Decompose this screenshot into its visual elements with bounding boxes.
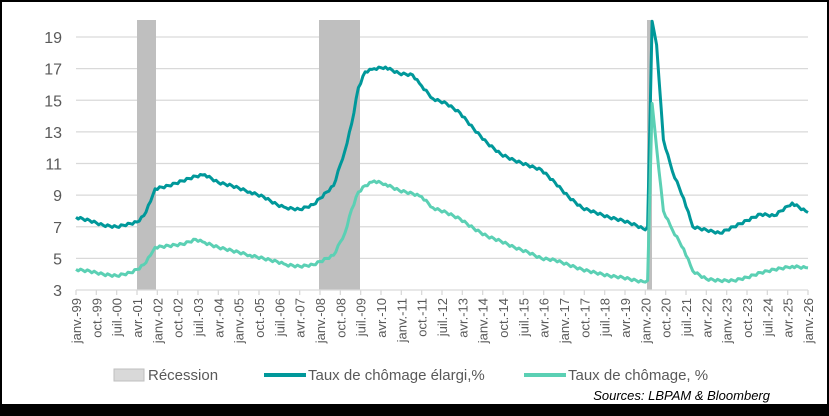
y-tick-label: 3	[53, 283, 62, 300]
x-tick-label: avr.-22	[699, 298, 714, 338]
y-tick-label: 15	[44, 93, 62, 110]
x-tick-label: janv.-05	[232, 298, 247, 344]
source-note: Sources: LBPAM & Bloomberg	[593, 388, 771, 403]
x-tick-label: avr.-07	[293, 298, 308, 338]
x-tick-label: avr.-13	[455, 298, 470, 338]
recession-bar	[137, 20, 156, 290]
x-tick-label: janv.-20	[638, 298, 653, 344]
x-tick-label: oct.-14	[496, 298, 511, 338]
x-tick-label: oct.-08	[333, 298, 348, 338]
x-tick-label: juil.-03	[191, 298, 206, 337]
x-tick-label: juil.-00	[110, 298, 125, 337]
x-tick-label: juil.-12	[435, 298, 450, 337]
x-tick-label: avr.-25	[781, 298, 796, 338]
x-tick-label: avr.-16	[537, 298, 552, 338]
legend-recession-swatch	[113, 368, 145, 382]
x-tick-label: oct.-05	[252, 298, 267, 338]
x-tick-label: oct.-20	[659, 298, 674, 338]
y-tick-label: 17	[44, 62, 62, 79]
x-tick-label: janv.-02	[150, 298, 165, 344]
x-tick-label: avr.-04	[211, 298, 226, 338]
x-tick-label: avr.-01	[130, 298, 145, 338]
legend-broad-label: Taux de chômage élargi,%	[308, 367, 485, 384]
x-tick-label: oct.-17	[577, 298, 592, 338]
recession-bar	[319, 20, 360, 290]
legend-recession-label: Récession	[148, 367, 218, 384]
x-tick-label: avr.-19	[618, 298, 633, 338]
x-tick-label: janv.-14	[476, 298, 491, 344]
recession-bars	[137, 20, 652, 290]
x-tick-label: janv.-11	[394, 298, 409, 343]
y-tick-label: 11	[45, 157, 62, 174]
legend-official-label: Taux de chômage, %	[568, 367, 708, 384]
gridlines	[76, 36, 808, 260]
x-axis: janv.-99 oct.-99 juil.-00 avr.-01 janv.-02 oc…	[69, 289, 816, 344]
x-tick-label: oct.-23	[740, 298, 755, 338]
x-tick-label: avr.-10	[374, 298, 389, 338]
x-tick-label: juil.-09	[354, 298, 369, 337]
y-tick-label: 13	[44, 125, 62, 142]
x-tick-label: janv.-08	[313, 298, 328, 344]
line-chart: 3 5 7 9 11 13 15 17 19 janv.-99 oct.-99 juil.-00 av…	[44, 19, 816, 403]
x-tick-label: juil.-18	[598, 298, 613, 337]
series-lines	[75, 19, 809, 284]
x-tick-label: janv.-17	[557, 298, 572, 344]
broad-unemployment-line	[75, 19, 809, 235]
y-tick-label: 9	[53, 188, 62, 205]
x-tick-label: oct.-11	[415, 298, 430, 337]
y-tick-label: 19	[44, 30, 62, 47]
chart-panel: 3 5 7 9 11 13 15 17 19 janv.-99 oct.-99 juil.-00 av…	[2, 2, 827, 404]
x-tick-label: janv.-99	[69, 298, 84, 344]
unemployment-line	[75, 101, 809, 284]
y-tick-label: 7	[53, 220, 62, 237]
y-axis: 3 5 7 9 11 13 15 17 19	[44, 30, 62, 300]
x-tick-label: oct.-02	[171, 298, 186, 338]
legend: Récession Taux de chômage élargi,% Taux …	[113, 367, 708, 384]
y-tick-label: 5	[53, 251, 62, 268]
x-tick-label: oct.-99	[89, 298, 104, 338]
x-tick-label: juil.-24	[760, 298, 775, 337]
x-tick-label: juil.-21	[679, 298, 694, 337]
x-tick-label: juil.-15	[516, 298, 531, 337]
x-tick-label: juil.-06	[272, 298, 287, 337]
x-tick-label: janv.-26	[801, 298, 816, 344]
x-tick-label: janv.-23	[720, 298, 735, 344]
